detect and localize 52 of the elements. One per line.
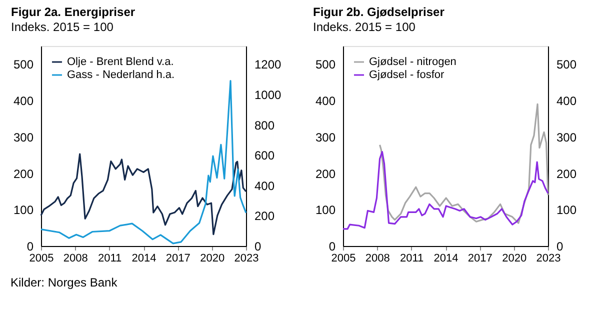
y-tick-label: 300	[13, 130, 34, 144]
y2-tick-label: 300	[556, 130, 577, 144]
y-tick-label: 400	[315, 94, 336, 108]
y2-tick-label: 1000	[254, 88, 282, 102]
y-tick-label: 400	[13, 94, 34, 108]
legend-label: Gjødsel - fosfor	[369, 69, 445, 81]
y2-tick-label: 400	[556, 94, 577, 108]
y2-tick-label: 800	[254, 118, 275, 132]
y2-tick-label: 0	[254, 240, 262, 254]
x-tick-label: 2020	[200, 252, 225, 264]
x-tick-label: 2014	[132, 252, 156, 264]
x-tick-label: 2005	[331, 252, 356, 264]
y-tick-label: 300	[315, 130, 336, 144]
y-tick-label: 500	[13, 58, 34, 72]
y-tick-label: 0	[26, 240, 34, 254]
chart-subtitle: Indeks. 2015 = 100	[11, 20, 114, 34]
y-tick-label: 100	[315, 203, 336, 218]
line-series	[378, 103, 549, 224]
y2-tick-label: 400	[254, 178, 275, 193]
line-series	[40, 153, 247, 236]
chart-subtitle: Indeks. 2015 = 100	[313, 20, 416, 34]
y2-tick-label: 200	[556, 166, 577, 181]
y-tick-label: 100	[13, 203, 34, 218]
x-tick-label: 2020	[502, 252, 527, 264]
x-tick-label: 2023	[234, 252, 259, 264]
y-tick-label: 200	[13, 166, 34, 181]
y2-tick-label: 500	[556, 58, 577, 72]
x-tick-label: 2008	[365, 252, 390, 264]
line-series	[40, 80, 247, 244]
y-tick-label: 500	[315, 58, 336, 72]
x-tick-label: 2005	[29, 252, 54, 264]
y2-tick-label: 100	[556, 203, 577, 218]
x-tick-label: 2008	[63, 252, 88, 264]
y-tick-label: 0	[328, 240, 336, 254]
y2-tick-label: 600	[254, 148, 275, 163]
text: Kilder: Norges Bank	[10, 276, 118, 290]
x-tick-label: 2017	[166, 252, 190, 264]
y2-tick-label: 200	[254, 209, 275, 224]
x-tick-label: 2014	[434, 252, 458, 264]
legend-label: Gass - Nederland h.a.	[67, 69, 175, 81]
x-tick-label: 2011	[400, 252, 424, 264]
legend-label: Olje - Brent Blend v.a.	[67, 56, 174, 68]
chart-title: Figur 2a. Energipriser	[11, 5, 136, 19]
y2-tick-label: 1200	[254, 58, 282, 72]
chart-title: Figur 2b. Gjødselpriser	[313, 5, 445, 19]
y-tick-label: 200	[315, 166, 336, 181]
y2-tick-label: 0	[556, 240, 564, 254]
x-tick-label: 2011	[98, 252, 122, 264]
line-series	[342, 151, 549, 230]
x-tick-label: 2023	[536, 252, 561, 264]
legend-label: Gjødsel - nitrogen	[369, 56, 456, 68]
x-tick-label: 2017	[468, 252, 492, 264]
